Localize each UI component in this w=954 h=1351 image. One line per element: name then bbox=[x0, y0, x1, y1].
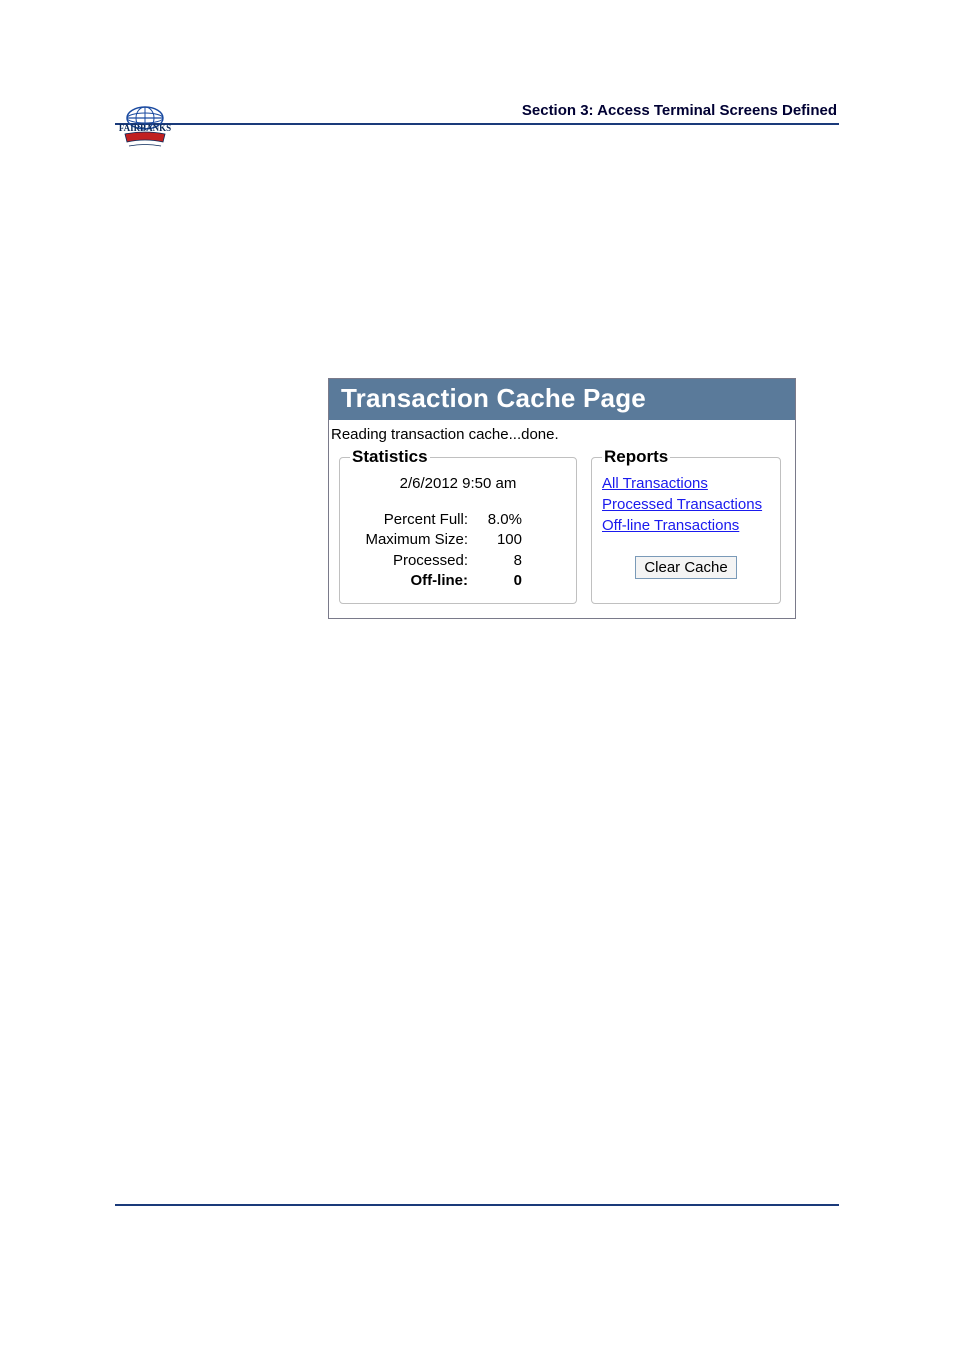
stat-value: 8 bbox=[478, 551, 528, 571]
stat-value: 100 bbox=[478, 530, 528, 550]
reports-panel: Reports All Transactions Processed Trans… bbox=[591, 447, 781, 604]
statistics-legend: Statistics bbox=[350, 447, 430, 467]
stat-row-maximum-size: Maximum Size: 100 bbox=[350, 530, 566, 550]
footer-rule bbox=[115, 1204, 839, 1206]
reports-legend: Reports bbox=[602, 447, 670, 467]
stat-label: Percent Full: bbox=[350, 510, 478, 530]
stat-row-percent-full: Percent Full: 8.0% bbox=[350, 510, 566, 530]
stat-label: Off-line: bbox=[350, 571, 478, 591]
link-processed-transactions[interactable]: Processed Transactions bbox=[602, 494, 770, 515]
link-offline-transactions[interactable]: Off-line Transactions bbox=[602, 515, 770, 536]
screenshot-body: Statistics 2/6/2012 9:50 am Percent Full… bbox=[329, 447, 795, 618]
button-row: Clear Cache bbox=[602, 556, 770, 579]
clear-cache-button[interactable]: Clear Cache bbox=[635, 556, 736, 579]
stat-value: 8.0% bbox=[478, 510, 528, 530]
screenshot-title: Transaction Cache Page bbox=[329, 379, 795, 420]
section-title: Section 3: Access Terminal Screens Defin… bbox=[115, 102, 837, 123]
stat-row-offline: Off-line: 0 bbox=[350, 571, 566, 591]
stat-row-processed: Processed: 8 bbox=[350, 551, 566, 571]
logo-text: FAIRBANKS bbox=[119, 123, 171, 133]
transaction-cache-screenshot: Transaction Cache Page Reading transacti… bbox=[328, 378, 796, 619]
status-text: Reading transaction cache...done. bbox=[329, 420, 795, 447]
fairbanks-logo: FAIRBANKS bbox=[115, 106, 175, 152]
stat-label: Processed: bbox=[350, 551, 478, 571]
link-all-transactions[interactable]: All Transactions bbox=[602, 473, 770, 494]
header-rule bbox=[115, 123, 839, 125]
banner-icon bbox=[125, 132, 165, 146]
stat-value: 0 bbox=[478, 571, 528, 591]
statistics-panel: Statistics 2/6/2012 9:50 am Percent Full… bbox=[339, 447, 577, 604]
statistics-timestamp: 2/6/2012 9:50 am bbox=[350, 475, 566, 492]
stat-label: Maximum Size: bbox=[350, 530, 478, 550]
page-header: Section 3: Access Terminal Screens Defin… bbox=[115, 102, 839, 125]
